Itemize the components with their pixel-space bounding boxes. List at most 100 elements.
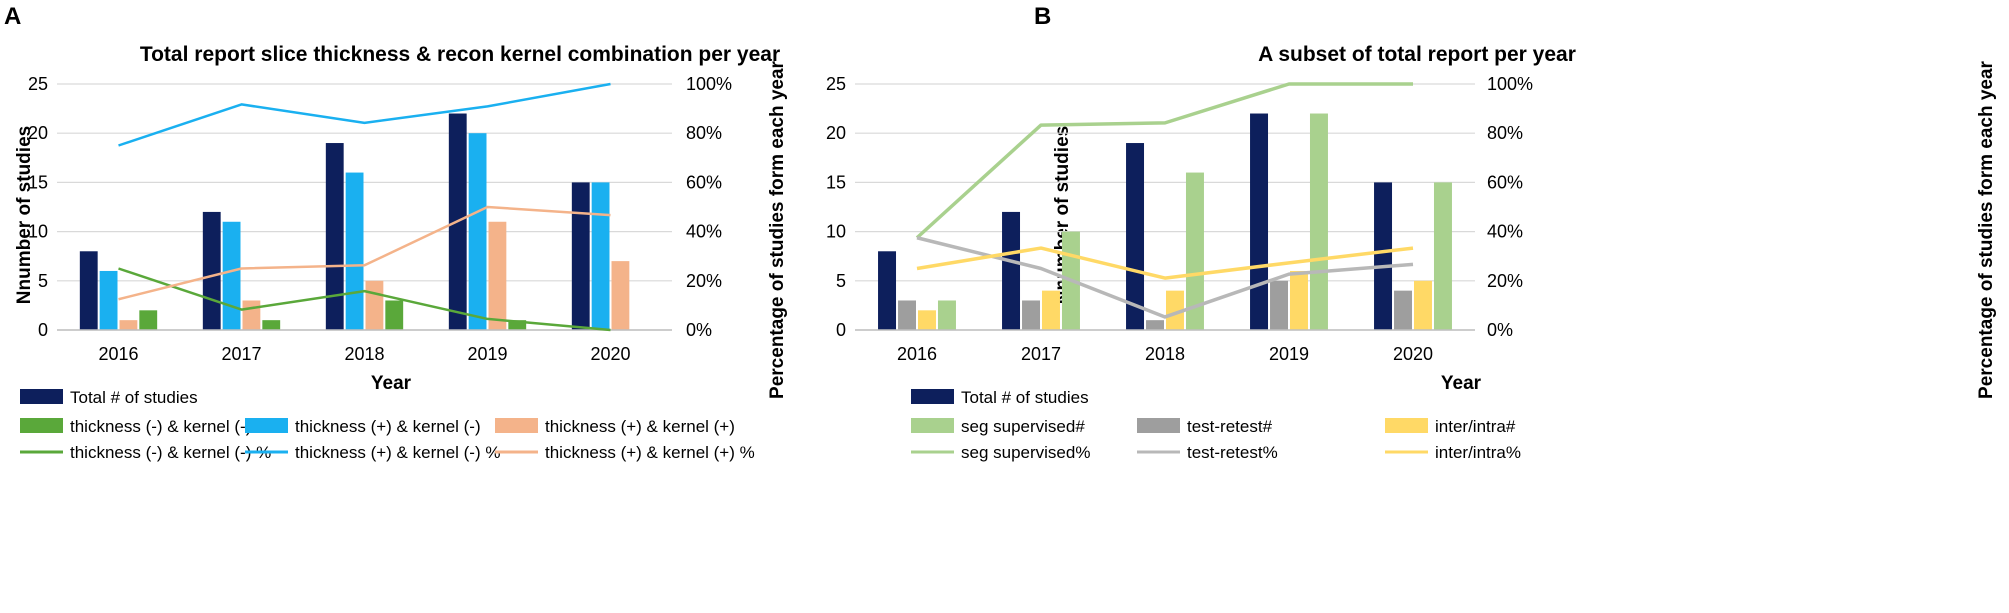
panel-a-legend-swatch (20, 389, 63, 404)
panel-a-bar (139, 310, 158, 330)
panel-b-legend-label: test-retest# (1187, 417, 1273, 436)
panel-a-ytick: 15 (28, 172, 48, 192)
panel-a-ylabel: Nnumber of studies (14, 126, 35, 304)
panel-b-series-line (916, 246, 1414, 280)
panel-b-y2tick: 0% (1487, 320, 1513, 340)
panel-b-bar (937, 300, 956, 330)
panel-b-bar (1146, 320, 1164, 330)
panel-b-ytick: 15 (826, 172, 846, 192)
panel-a-ytick: 10 (28, 222, 48, 242)
panel-a-series-line (118, 82, 611, 147)
panel-a-title: Total report slice thickness & recon ker… (140, 43, 780, 66)
panel-a-legend-swatch (495, 418, 538, 433)
panel-b-ytick: 10 (826, 222, 846, 242)
panel-b-y2tick: 100% (1487, 74, 1533, 94)
panel-b-y2tick: 60% (1487, 172, 1523, 192)
panel-a-legend-swatch (245, 418, 288, 433)
panel-b-xlabel: Year (1441, 373, 1482, 394)
panel-b-legend-swatch (1137, 418, 1180, 433)
panel-b-bar (1185, 172, 1204, 330)
panel-b-legend-swatch (1385, 418, 1428, 433)
panel-a-xtick: 2018 (344, 344, 384, 364)
panel-b-legend-swatch (911, 418, 954, 433)
panel-b-xtick: 2016 (897, 344, 937, 364)
panel-a-legend-label: thickness (+) & kernel (+) (545, 417, 735, 436)
panel-a-bar (202, 211, 221, 330)
panel-b-bar (878, 251, 897, 330)
panel-a-bar (325, 143, 344, 330)
panel-b-y2label: Percentage of studies form each year (1976, 60, 1997, 399)
panel-b-bar (1022, 300, 1040, 330)
panel-b-ytick: 0 (836, 320, 846, 340)
panel-b-bar (1270, 280, 1288, 330)
panel-a-y2tick: 40% (686, 222, 722, 242)
panel-b-bar (1250, 113, 1269, 331)
panel-b-title: A subset of total report per year (1258, 43, 1576, 66)
panel-b-legend-label: inter/intra% (1435, 443, 1521, 462)
panel-a-legend-label: thickness (+) & kernel (-) % (295, 443, 500, 462)
panel-a-bar (488, 221, 507, 330)
panel-b-xtick: 2020 (1393, 344, 1433, 364)
panel-a-legend-swatch (20, 418, 63, 433)
panel-a-y2tick: 80% (686, 123, 722, 143)
panel-a-series-line (118, 267, 611, 332)
panel-b-ytick: 5 (836, 271, 846, 291)
panel-a-legend-label: thickness (-) & kernel (-) % (70, 443, 271, 462)
panel-b-ytick: 25 (826, 74, 846, 94)
panel-a-bar (508, 320, 527, 330)
panel-b-bar (918, 310, 936, 330)
panel-a-xlabel: Year (371, 373, 412, 394)
panel-a-bar (242, 300, 261, 330)
panel-b-legend-label: Total # of studies (961, 388, 1089, 407)
panel-b-bar (1414, 280, 1432, 330)
panel-a-bar (262, 320, 281, 330)
panel-b-bar (1290, 270, 1308, 330)
panel-b-bar (898, 300, 916, 330)
panel-a-bar (365, 280, 384, 330)
panel-a-ytick: 0 (38, 320, 48, 340)
panel-b-y2tick: 80% (1487, 123, 1523, 143)
panel-a-bar (79, 251, 98, 330)
panel-b-bar (1394, 290, 1412, 330)
panel-b-bar (1002, 211, 1021, 330)
panel-a-xtick: 2016 (98, 344, 138, 364)
panel-a-ytick: 25 (28, 74, 48, 94)
panel-a-xtick: 2017 (221, 344, 261, 364)
panel-a-y2tick: 60% (686, 172, 722, 192)
panel-b-xtick: 2018 (1145, 344, 1185, 364)
panel-a-legend-label: Total # of studies (70, 388, 198, 407)
panel-a-legend-label: thickness (+) & kernel (+) % (545, 443, 755, 462)
panel-b-y2tick: 20% (1487, 271, 1523, 291)
panel-b-legend-swatch (911, 389, 954, 404)
panel-a-ytick: 5 (38, 271, 48, 291)
panel-b-y2tick: 40% (1487, 222, 1523, 242)
panel-a-bar (345, 172, 364, 330)
panel-a-y2tick: 100% (686, 74, 732, 94)
panel-b-bar (1042, 290, 1060, 330)
panel-a-bar (222, 221, 241, 330)
panel-b-series-line (916, 236, 1414, 319)
panel-a-ytick: 20 (28, 123, 48, 143)
panel-b-bar (1374, 182, 1393, 330)
panel-a-xtick: 2019 (467, 344, 507, 364)
panel-b-series-line (915, 82, 1413, 240)
panel-b-letter: B (1034, 3, 1051, 30)
panel-b-legend-label: seg supervised# (961, 417, 1085, 436)
panel-b-bar (1166, 290, 1184, 330)
panel-a-xtick: 2020 (590, 344, 630, 364)
panel-a-legend-label: thickness (-) & kernel (-) (70, 417, 251, 436)
panel-a-y2tick: 20% (686, 271, 722, 291)
panel-b-xtick: 2019 (1269, 344, 1309, 364)
panel-a-bar (385, 300, 404, 330)
panel-b-bar (1126, 143, 1145, 330)
panel-b-bar (1309, 113, 1328, 331)
panel-b-legend-label: inter/intra# (1435, 417, 1516, 436)
panel-a-legend-label: thickness (+) & kernel (-) (295, 417, 481, 436)
panel-b-bar (1433, 182, 1452, 330)
panel-a-series-line (118, 205, 611, 301)
panel-b-xtick: 2017 (1021, 344, 1061, 364)
panel-a-letter: A (4, 3, 21, 30)
panel-a-bar (468, 133, 487, 330)
panel-a-y2label: Percentage of studies form each year (767, 60, 788, 399)
